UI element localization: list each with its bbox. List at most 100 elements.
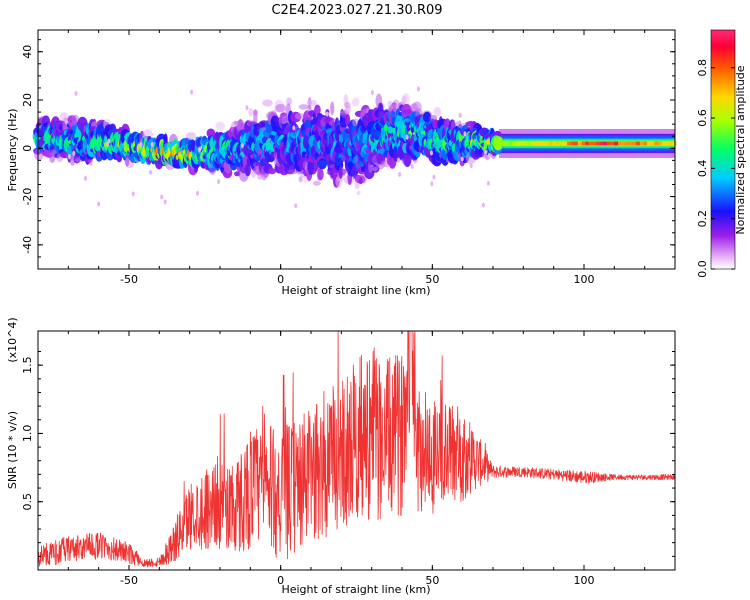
spectrogram-bands bbox=[499, 128, 677, 158]
spectrogram-cell bbox=[338, 165, 343, 179]
spectrogram-cell bbox=[275, 103, 286, 113]
spectrogram-cell bbox=[358, 177, 363, 185]
spectrogram-cell bbox=[403, 152, 412, 167]
spectrogram-frame bbox=[37, 29, 676, 270]
spectrogram-outlier bbox=[240, 142, 244, 148]
spectrogram-streak bbox=[625, 141, 630, 146]
spectrogram-streak bbox=[541, 141, 546, 146]
spectrogram-outlier bbox=[97, 201, 101, 207]
spectrogram-cell bbox=[341, 110, 347, 119]
spectrogram-cell bbox=[307, 96, 312, 110]
snr-panel: -50 0 50 100 0.5 1.0 1.5 Height of straight li… bbox=[6, 317, 676, 596]
snr-y-tick-label: 1.0 bbox=[21, 425, 34, 443]
spectrogram-streak bbox=[588, 141, 593, 146]
snr-y-multiplier-text: (x10^4) bbox=[6, 317, 19, 362]
snr-x-tick-label: 50 bbox=[425, 574, 439, 587]
spectrogram-outlier bbox=[460, 156, 464, 162]
spectrogram-streak bbox=[548, 141, 553, 146]
spectrogram-streak bbox=[552, 141, 557, 146]
spectrogram-streak bbox=[607, 141, 612, 146]
spectrogram-streak bbox=[556, 141, 561, 146]
spectrogram-cell bbox=[262, 99, 273, 107]
spectrogram-cell bbox=[401, 93, 410, 107]
spectrogram-outlier bbox=[458, 112, 462, 118]
colorbar-label: Normalized spectral amplitude bbox=[734, 65, 747, 234]
spectrogram-axes: -50 0 50 100 -40 -20 0 20 40 bbox=[21, 30, 676, 286]
spectrogram-cell bbox=[287, 169, 298, 175]
spectrogram-streak bbox=[526, 141, 531, 146]
snr-y-tick-label: 1.5 bbox=[21, 356, 34, 374]
spectrogram-y-tick-label: -20 bbox=[21, 188, 34, 206]
spectrogram-outlier bbox=[325, 111, 329, 117]
spectrogram-outlier bbox=[67, 154, 71, 160]
spectrogram-cell bbox=[294, 112, 305, 120]
spectrogram-outlier bbox=[72, 150, 76, 156]
spectrogram-outlier bbox=[163, 199, 167, 205]
spectrogram-cell bbox=[260, 121, 266, 128]
spectrogram-cell bbox=[298, 104, 309, 110]
spectrogram-streak bbox=[599, 141, 604, 146]
snr-frame bbox=[37, 330, 676, 571]
spectrogram-x-label: Height of straight line (km) bbox=[281, 284, 430, 297]
spectrogram-outlier bbox=[294, 203, 298, 209]
spectrogram-cell bbox=[344, 113, 351, 126]
spectrogram-cell bbox=[248, 107, 253, 117]
spectrogram-outlier bbox=[486, 180, 490, 186]
snr-y-label: SNR (10 * v/v) bbox=[6, 411, 19, 489]
spectrogram-streak bbox=[636, 141, 641, 146]
snr-y-multiplier: (x10^4) bbox=[6, 317, 19, 362]
colorbar: 0.0 0.2 0.4 0.6 0.8 Normalized spectral ampl… bbox=[696, 29, 747, 278]
spectrogram-outlier bbox=[416, 86, 420, 92]
spectrogram-streak bbox=[519, 141, 524, 146]
spectrogram-x-tick-label: 100 bbox=[574, 273, 595, 286]
spectrogram-streak bbox=[617, 141, 622, 146]
colorbar-tick-label: 0.4 bbox=[696, 160, 709, 178]
spectrogram-streak bbox=[537, 141, 542, 146]
colorbar-tick-label: 0.6 bbox=[696, 109, 709, 127]
spectrogram-streak bbox=[658, 141, 663, 146]
spectrogram-outlier bbox=[245, 105, 249, 111]
spectrogram-outlier bbox=[190, 89, 194, 95]
spectrogram-cell bbox=[286, 97, 292, 106]
spectrogram-cell bbox=[371, 166, 378, 172]
spectrogram-streak bbox=[545, 141, 550, 146]
spectrogram-streak bbox=[581, 141, 586, 146]
spectrogram-outlier bbox=[430, 181, 434, 187]
spectrogram-cell bbox=[234, 171, 241, 177]
spectrogram-outlier bbox=[197, 147, 201, 153]
spectrogram-outlier bbox=[405, 134, 409, 140]
spectrogram-cell bbox=[433, 106, 442, 117]
spectrogram-cell bbox=[310, 99, 317, 107]
spectrogram-outlier bbox=[149, 169, 153, 175]
spectrogram-cell bbox=[344, 105, 351, 114]
spectrogram-streak bbox=[614, 141, 619, 146]
spectrogram-y-tick-label: 40 bbox=[21, 45, 34, 59]
spectrogram-x-tick-label: 50 bbox=[425, 273, 439, 286]
spectrogram-outlier bbox=[481, 202, 485, 208]
spectrogram-y-tick-label: 20 bbox=[21, 93, 34, 107]
spectrogram-streak bbox=[592, 141, 597, 146]
spectrogram-cell bbox=[330, 101, 335, 116]
spectrogram-outlier bbox=[139, 141, 143, 147]
spectrogram-outlier bbox=[469, 163, 473, 169]
spectrogram-outlier bbox=[463, 131, 467, 137]
spectrogram-outlier bbox=[456, 121, 460, 127]
spectrogram-x-tick-label: -50 bbox=[120, 273, 138, 286]
spectrogram-streak bbox=[639, 141, 644, 146]
spectrogram-outlier bbox=[160, 194, 164, 200]
figure-title: C2E4.2023.027.21.30.R09 bbox=[271, 3, 442, 18]
colorbar-tick-label: 0.2 bbox=[696, 210, 709, 228]
spectrogram-streak bbox=[596, 141, 601, 146]
snr-x-tick-label: -50 bbox=[120, 574, 138, 587]
spectrogram-cell bbox=[71, 114, 80, 124]
spectrogram-cell bbox=[186, 132, 196, 140]
spectrogram-cell bbox=[268, 168, 277, 175]
spectrogram-cell bbox=[298, 176, 303, 183]
snr-axes: -50 0 50 100 0.5 1.0 1.5 bbox=[21, 331, 676, 587]
spectrogram-outlier bbox=[370, 89, 374, 95]
spectrogram-outlier bbox=[292, 125, 296, 131]
spectrogram-y-tick-label: -40 bbox=[21, 236, 34, 254]
spectrogram-y-tick-label: 0 bbox=[21, 145, 34, 152]
spectrogram-cell bbox=[312, 180, 321, 186]
